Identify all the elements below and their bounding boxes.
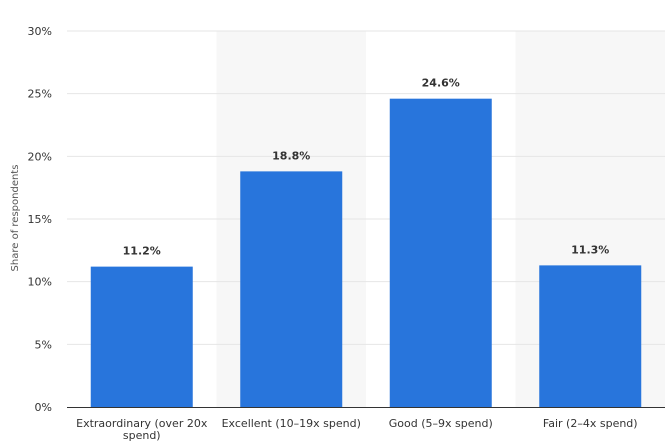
data-label: 11.3% xyxy=(571,243,609,256)
bar xyxy=(539,265,642,407)
bar xyxy=(90,266,193,407)
x-tick-label: Fair (2–4x spend) xyxy=(543,417,638,430)
bar xyxy=(389,98,492,408)
y-tick-label: 30% xyxy=(28,25,52,38)
y-tick-label: 20% xyxy=(28,150,52,163)
bar xyxy=(240,171,343,407)
bars xyxy=(90,98,642,408)
y-tick-label: 0% xyxy=(35,401,52,414)
y-tick-label: 25% xyxy=(28,88,52,101)
y-tick-label: 10% xyxy=(28,276,52,289)
x-axis-labels: Extraordinary (over 20x spend) Excellent (… xyxy=(76,417,637,442)
y-tick-label: 5% xyxy=(35,338,52,351)
data-labels: 11.2% 18.8% 24.6% 11.3% xyxy=(123,77,610,258)
y-axis-title: Share of respondents xyxy=(10,165,21,272)
x-tick-label: Excellent (10–19x spend) xyxy=(222,417,361,430)
y-tick-label: 15% xyxy=(28,213,52,226)
data-label: 11.2% xyxy=(123,245,161,258)
y-axis-ticks: 0% 5% 10% 15% 20% 25% 30% xyxy=(28,25,52,414)
data-label: 24.6% xyxy=(422,77,460,90)
x-tick-label: Good (5–9x spend) xyxy=(389,417,493,430)
data-label: 18.8% xyxy=(272,149,310,162)
x-tick-label: Extraordinary (over 20x spend) xyxy=(76,417,208,442)
